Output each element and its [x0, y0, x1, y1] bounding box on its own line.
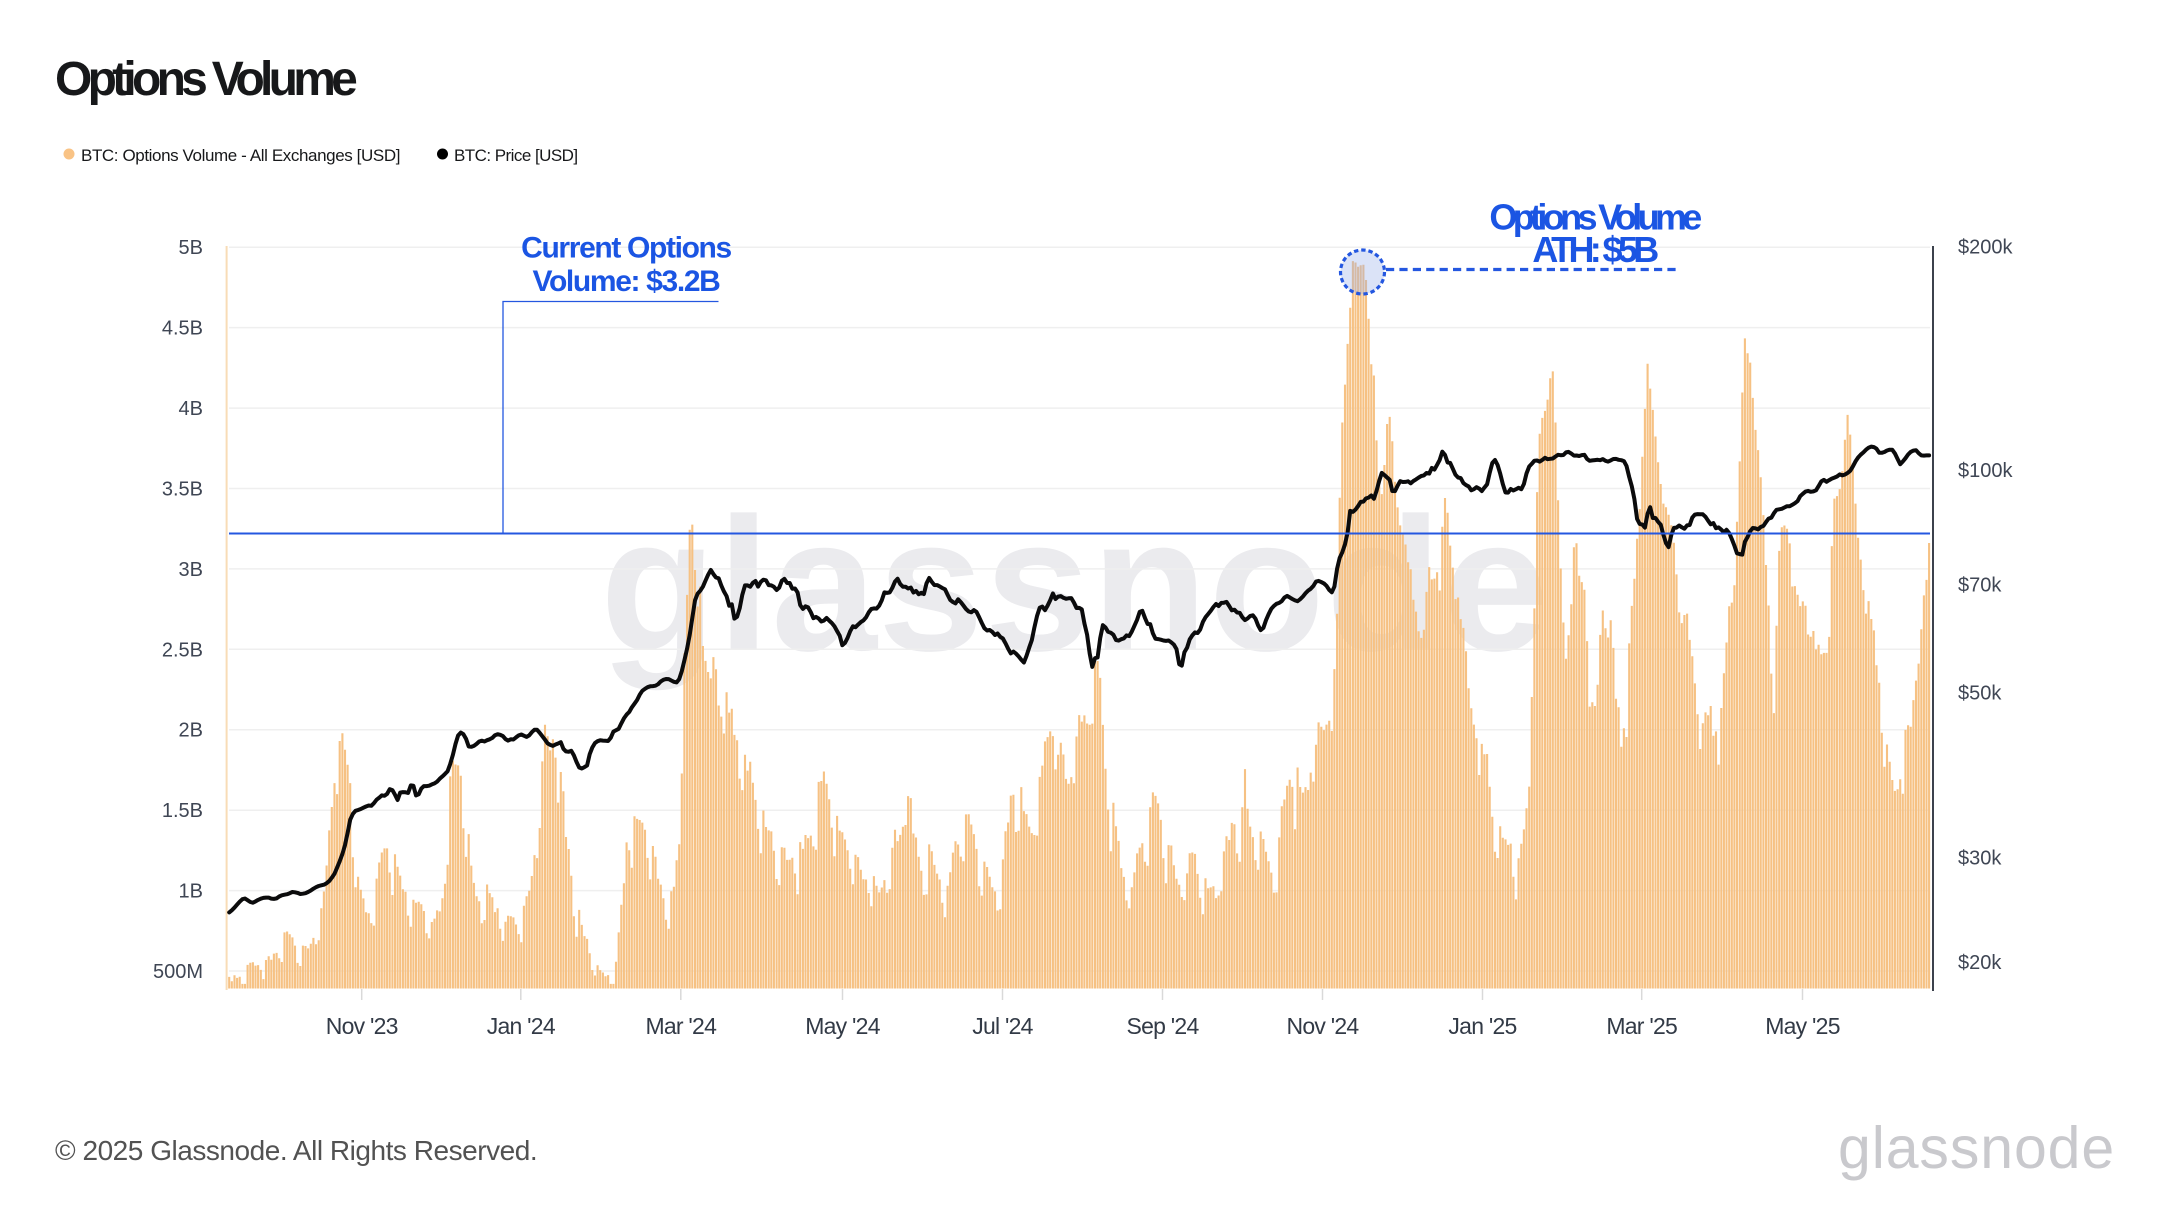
svg-text:$100k: $100k	[1958, 460, 2013, 482]
svg-text:BTC: Options Volume - All Exch: BTC: Options Volume - All Exchanges [USD…	[81, 146, 400, 165]
svg-text:$70k: $70k	[1958, 575, 2002, 597]
svg-text:Jan '25: Jan '25	[1448, 1013, 1516, 1039]
svg-text:$200k: $200k	[1958, 237, 2013, 259]
svg-text:Options Volume: Options Volume	[55, 53, 357, 106]
svg-text:Jul '24: Jul '24	[972, 1013, 1033, 1039]
svg-text:Sep '24: Sep '24	[1127, 1013, 1200, 1039]
svg-text:4B: 4B	[179, 398, 203, 420]
svg-text:5B: 5B	[179, 237, 203, 259]
svg-text:3B: 3B	[179, 559, 203, 581]
svg-text:May '25: May '25	[1765, 1013, 1840, 1039]
svg-text:$50k: $50k	[1958, 683, 2002, 705]
svg-text:Mar '24: Mar '24	[645, 1013, 717, 1039]
svg-text:Mar '25: Mar '25	[1606, 1013, 1677, 1039]
svg-text:Volume: $3.2B: Volume: $3.2B	[533, 265, 721, 298]
svg-text:BTC: Price [USD]: BTC: Price [USD]	[454, 146, 578, 165]
svg-text:4.5B: 4.5B	[162, 318, 203, 340]
svg-text:Options Volume: Options Volume	[1489, 197, 1701, 238]
svg-text:1B: 1B	[179, 881, 203, 903]
svg-text:2.5B: 2.5B	[162, 639, 203, 661]
svg-text:Jan '24: Jan '24	[487, 1013, 556, 1039]
svg-text:May '24: May '24	[805, 1013, 880, 1039]
svg-text:ATH: $5B: ATH: $5B	[1532, 229, 1658, 270]
svg-text:Nov '24: Nov '24	[1287, 1013, 1360, 1039]
svg-text:© 2025 Glassnode. All Rights R: © 2025 Glassnode. All Rights Reserved.	[55, 1135, 537, 1166]
svg-text:Nov '23: Nov '23	[326, 1013, 398, 1039]
svg-text:$20k: $20k	[1958, 952, 2002, 974]
svg-text:$30k: $30k	[1958, 848, 2002, 870]
svg-text:glassnode: glassnode	[1838, 1115, 2115, 1181]
svg-text:Current Options: Current Options	[521, 232, 731, 265]
svg-text:500M: 500M	[153, 961, 203, 983]
svg-text:2B: 2B	[179, 720, 203, 742]
svg-text:3.5B: 3.5B	[162, 479, 203, 501]
svg-text:1.5B: 1.5B	[162, 800, 203, 822]
